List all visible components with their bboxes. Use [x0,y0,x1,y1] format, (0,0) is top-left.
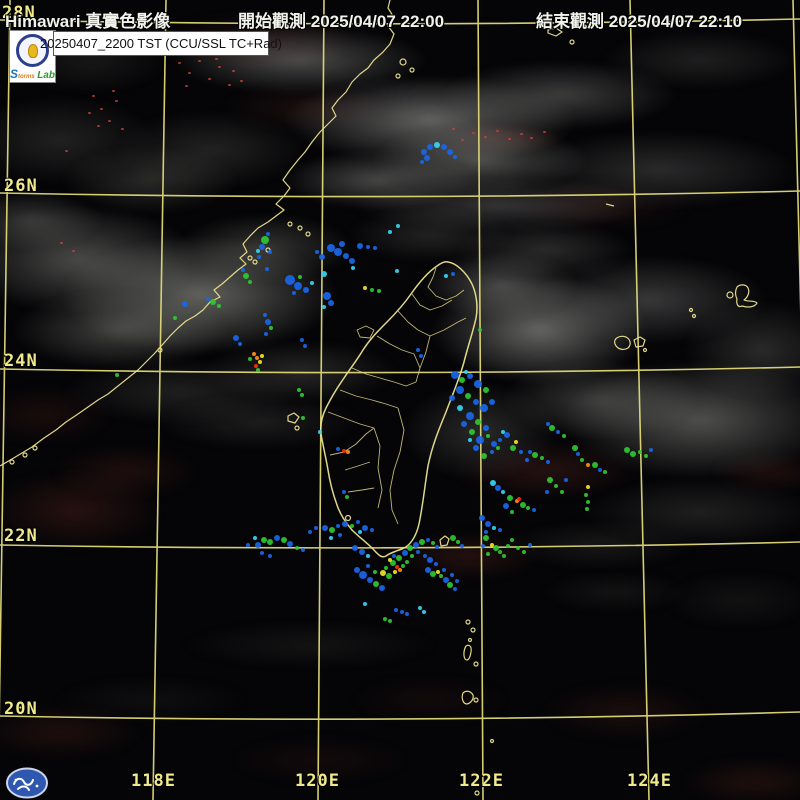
meridian-116e [0,0,11,721]
meridian-120e [317,0,325,800]
lat-label-22n: 22N [4,526,38,546]
lat-label-20n: 20N [4,699,38,719]
lat-label-24n: 24N [4,351,38,371]
parallel-20n [0,711,800,720]
lon-label-124e: 124E [627,771,672,791]
parallel-24n [0,366,800,374]
lab-logo-text: Storms Lab [10,67,55,81]
parallel-22n [0,541,800,549]
product-id-text: 20250407_2200 TST (CCU/SSL TC+Rad) [40,36,282,51]
meridian-122e [477,0,484,800]
oval-logo-swirl-icon [13,777,39,791]
meridian-124e [629,0,650,800]
lon-label-120e: 120E [295,771,340,791]
china-coastline [0,0,395,467]
header-bar: Himawari 真實色影像 開始觀測 2025/04/07 22:00 結束觀… [0,0,800,31]
university-seal-icon [16,34,49,67]
taiwan-county-borders [327,267,467,525]
lon-label-122e: 122E [459,771,504,791]
taiwan-coastline [320,261,478,558]
meridian-126e [792,0,800,313]
start-observation-time: 開始觀測 2025/04/07 22:00 [238,12,445,31]
oval-logo-background [6,767,48,799]
lat-label-26n: 26N [4,176,38,196]
offshore-islands [287,284,758,796]
lon-label-118e: 118E [131,771,176,791]
parallel-26n [0,190,800,198]
page-title: Himawari 真實色影像 [5,12,171,31]
end-observation-time: 結束觀測 2025/04/07 22:10 [536,12,743,31]
lab-logo-badge: Storms Lab [9,30,56,83]
coastlines [0,0,758,796]
coastal-island-specks [9,23,615,465]
meridian-118e [152,0,167,800]
product-id-box: 20250407_2200 TST (CCU/SSL TC+Rad) [40,31,282,56]
